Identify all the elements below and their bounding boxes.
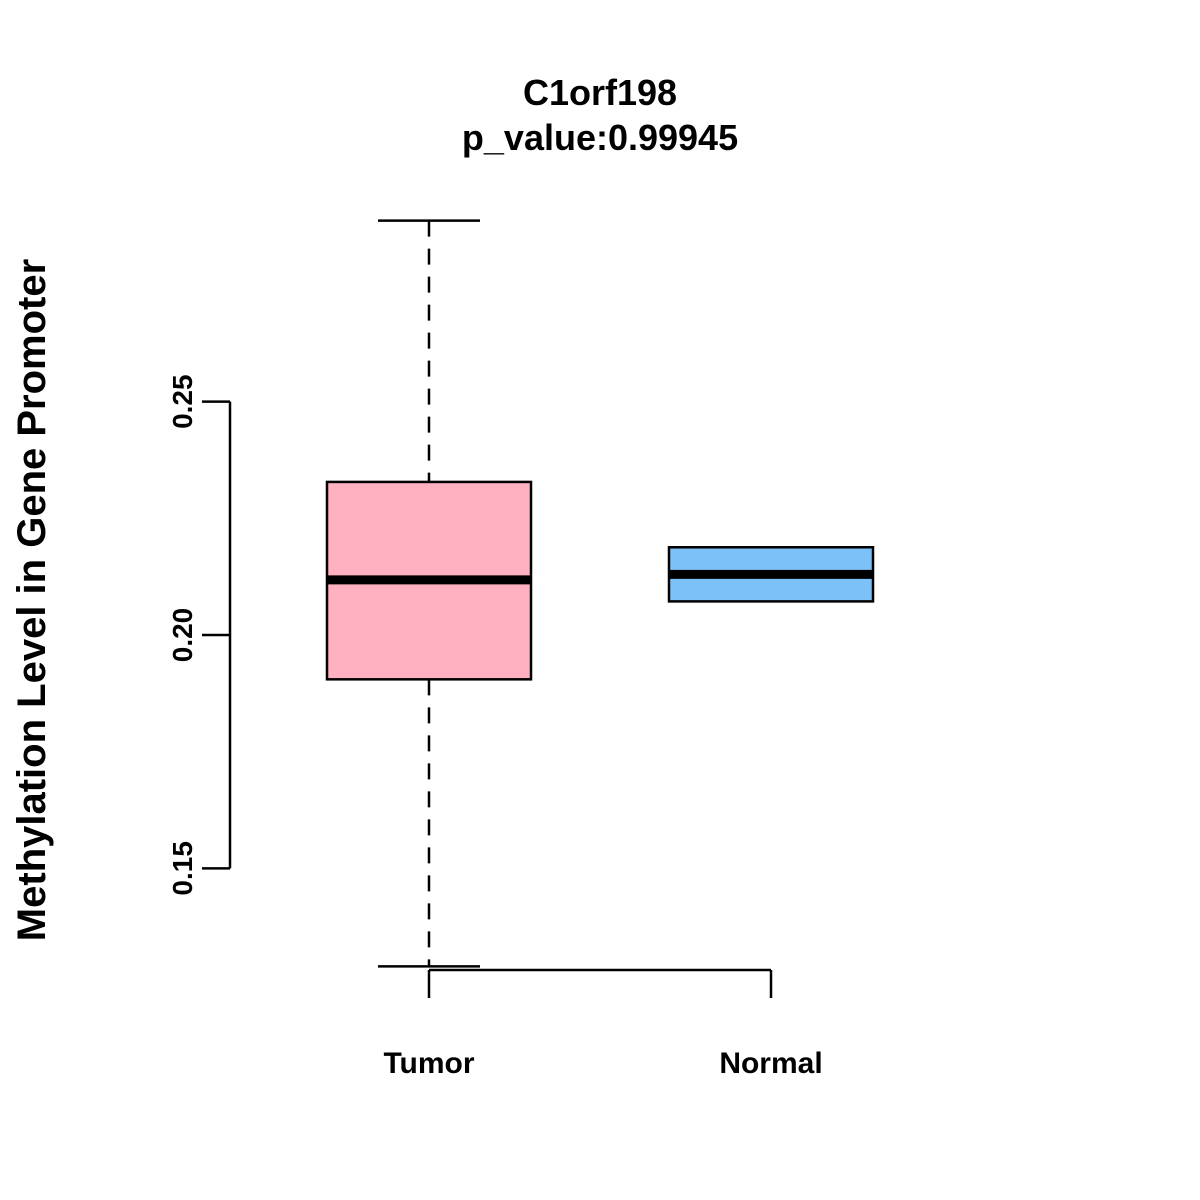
- y-axis-label: Methylation Level in Gene Promoter: [10, 259, 54, 941]
- box-tumor: [325, 219, 533, 968]
- y-tick-label: 0.20: [167, 608, 198, 663]
- box-group: [325, 219, 875, 968]
- y-axis: 0.15 0.20 0.25: [167, 374, 232, 896]
- chart-title: C1orf198: [523, 72, 677, 113]
- x-tick-label: Tumor: [383, 1047, 474, 1080]
- box-normal: [667, 546, 875, 603]
- y-tick-label: 0.15: [167, 841, 198, 896]
- y-tick-label: 0.25: [167, 374, 198, 429]
- chart-subtitle: p_value:0.99945: [462, 117, 738, 158]
- x-axis: Tumor Normal: [383, 968, 823, 1080]
- x-tick-label: Normal: [719, 1047, 822, 1080]
